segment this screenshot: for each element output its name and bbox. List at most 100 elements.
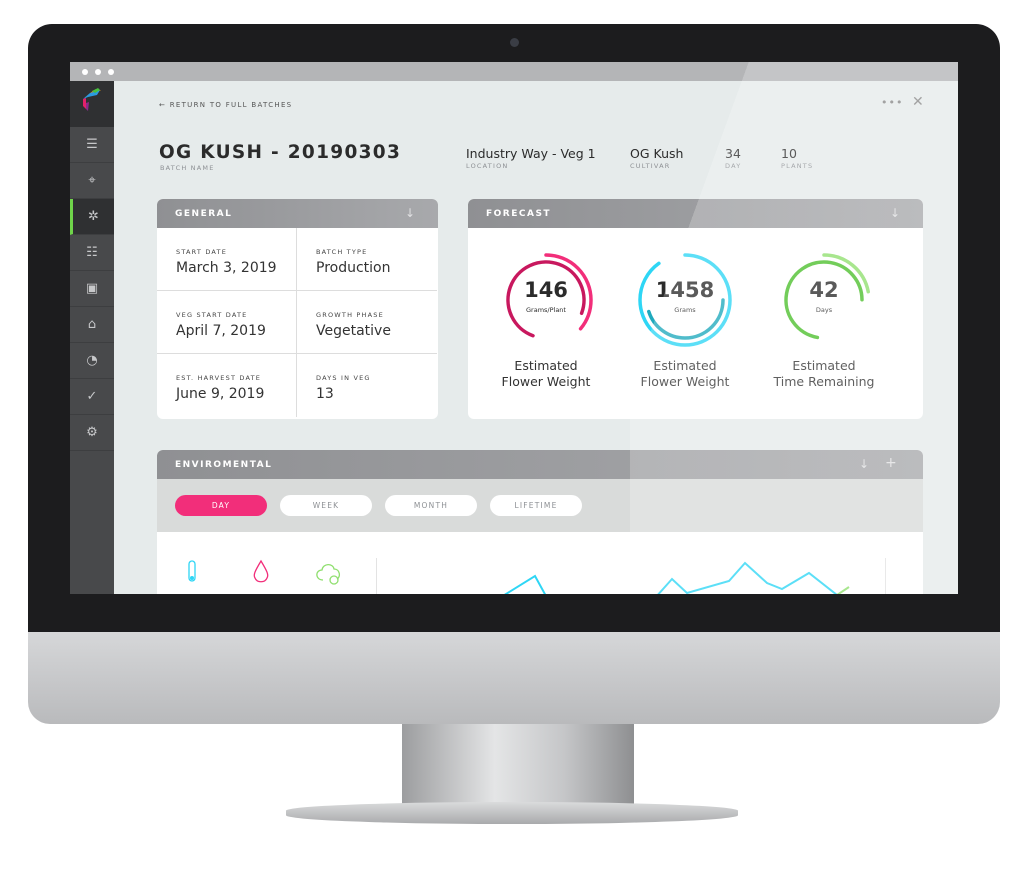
window-dot[interactable] [82, 69, 88, 75]
environmental-chart-area [157, 532, 923, 594]
environmental-panel: ENVIROMENTAL ↓ + DAY WEEK MONTH LIFETIME [157, 450, 923, 594]
sidebar-item-cannabis-leaf[interactable]: ✲ [70, 199, 114, 235]
sidebar-item-checklist[interactable]: ☷ [70, 235, 114, 271]
camera [510, 38, 519, 47]
collapse-arrow-icon[interactable]: ↓ [859, 457, 871, 471]
field-value: 13 [316, 386, 334, 402]
pie-chart-icon: ◔ [86, 353, 98, 368]
tab-day[interactable]: DAY [175, 495, 267, 516]
meta-value: 10 [781, 146, 797, 161]
field-label: DAYS IN VEG [316, 374, 371, 382]
meta-location: Industry Way - Veg 1 LOCATION [466, 146, 596, 170]
field-label: START DATE [176, 248, 228, 256]
crosshair-icon: ⌖ [88, 173, 96, 188]
meta-value: Industry Way - Veg 1 [466, 146, 596, 161]
tab-month[interactable]: MONTH [385, 495, 477, 516]
sidebar: ☰ ⌖ ✲ ☷ ▣ ⌂ ◔ ✓ ⚙ [70, 81, 114, 594]
window-dot[interactable] [108, 69, 114, 75]
general-field: GROWTH PHASE Vegetative [297, 291, 437, 354]
divider [376, 558, 377, 594]
tab-lifetime[interactable]: LIFETIME [490, 495, 582, 516]
divider [885, 558, 886, 594]
meta-plants: 10 PLANTS [781, 146, 813, 170]
meta-value: 34 [725, 146, 741, 161]
general-field: DAYS IN VEG 13 [297, 354, 437, 417]
ring-label-line: Estimated [514, 358, 578, 373]
field-value: Production [316, 260, 391, 276]
forecast-ring: 146 Grams/Plant Estimated Flower Weight [496, 250, 596, 389]
ring-label-line: Flower Weight [640, 374, 730, 389]
back-link[interactable]: ← RETURN TO FULL BATCHES [159, 101, 293, 109]
sidebar-item-menu[interactable]: ☰ [70, 127, 114, 163]
field-value: March 3, 2019 [176, 260, 277, 276]
ring-outer-arc [638, 253, 732, 347]
window-dot[interactable] [95, 69, 101, 75]
sidebar-item-settings[interactable]: ⚙ [70, 415, 114, 451]
collapse-arrow-icon[interactable]: ↓ [890, 206, 902, 220]
field-label: GROWTH PHASE [316, 311, 384, 319]
time-range-tabs: DAY WEEK MONTH LIFETIME [157, 479, 923, 532]
close-icon[interactable]: ✕ [912, 94, 924, 110]
add-icon[interactable]: + [885, 455, 899, 471]
ring-label: Estimated Time Remaining [754, 358, 894, 390]
ring-label-line: Time Remaining [773, 374, 875, 389]
thermometer-icon[interactable] [188, 560, 196, 582]
ring-value: 1458 [655, 278, 715, 302]
forecast-panel: FORECAST ↓ 146 Grams/Plant Estimated Flowe… [468, 199, 923, 419]
sidebar-item-check-circle[interactable]: ✓ [70, 379, 114, 415]
humidity-drop-icon[interactable] [253, 559, 269, 583]
ring-outer-arc [777, 253, 871, 347]
ring-value: 146 [524, 278, 568, 302]
monitor-chin [28, 632, 1000, 724]
app-screen: ☰ ⌖ ✲ ☷ ▣ ⌂ ◔ ✓ ⚙ ← RETURN TO FULL BATCHES ••• ✕… [70, 62, 958, 594]
forecast-ring: 42 Days Estimated Time Remaining [774, 250, 874, 389]
ring-label: Estimated Flower Weight [476, 358, 616, 390]
monitor-base [286, 802, 738, 824]
forecast-header: FORECAST ↓ [468, 199, 923, 228]
general-header: GENERAL ↓ [157, 199, 438, 228]
menu-icon: ☰ [86, 137, 98, 152]
forecast-ring: 1458 Grams Estimated Flower Weight [635, 250, 735, 389]
ring-inner-arc [506, 260, 586, 340]
forecast-title: FORECAST [486, 209, 552, 219]
sidebar-item-home[interactable]: ⌂ [70, 307, 114, 343]
field-value: April 7, 2019 [176, 323, 266, 339]
ring-value: 42 [809, 278, 839, 302]
meta-value: OG Kush [630, 146, 684, 161]
check-circle-icon: ✓ [86, 389, 98, 404]
ring-unit: Days [815, 306, 833, 314]
collapse-arrow-icon[interactable]: ↓ [405, 206, 417, 220]
ring-inner-arc [784, 260, 864, 340]
sidebar-item-crosshair[interactable]: ⌖ [70, 163, 114, 199]
field-label: EST. HARVEST DATE [176, 374, 262, 382]
page-title: OG KUSH - 20190303 [159, 142, 402, 163]
meta-label: CULTIVAR [630, 162, 671, 170]
co2-line [836, 586, 850, 594]
home-icon: ⌂ [87, 317, 97, 332]
tab-week[interactable]: WEEK [280, 495, 372, 516]
ring-label-line: Flower Weight [501, 374, 591, 389]
meta-label: DAY [725, 162, 742, 170]
general-field: START DATE March 3, 2019 [157, 228, 297, 291]
sidebar-item-pie-chart[interactable]: ◔ [70, 343, 114, 379]
cannabis-leaf-icon: ✲ [88, 209, 99, 224]
ring-label: Estimated Flower Weight [615, 358, 755, 390]
ring-label-line: Estimated [792, 358, 856, 373]
page-title-label: BATCH NAME [160, 164, 215, 172]
field-label: BATCH TYPE [316, 248, 368, 256]
more-options-icon[interactable]: ••• [881, 96, 904, 109]
sidebar-item-cube[interactable]: ▣ [70, 271, 114, 307]
settings-icon: ⚙ [86, 425, 98, 440]
ring-unit: Grams/Plant [526, 306, 566, 314]
co2-cloud-icon[interactable] [316, 563, 341, 585]
ring-inner-arc [645, 260, 725, 340]
monitor-stand [402, 724, 634, 806]
cube-icon: ▣ [85, 281, 99, 296]
window-titlebar [70, 62, 958, 81]
field-value: June 9, 2019 [176, 386, 265, 402]
app-logo [70, 81, 114, 127]
environmental-title: ENVIROMENTAL [175, 460, 273, 470]
ring-outer-arc [499, 253, 593, 347]
general-field: BATCH TYPE Production [297, 228, 437, 291]
ring-unit: Grams [674, 306, 696, 314]
